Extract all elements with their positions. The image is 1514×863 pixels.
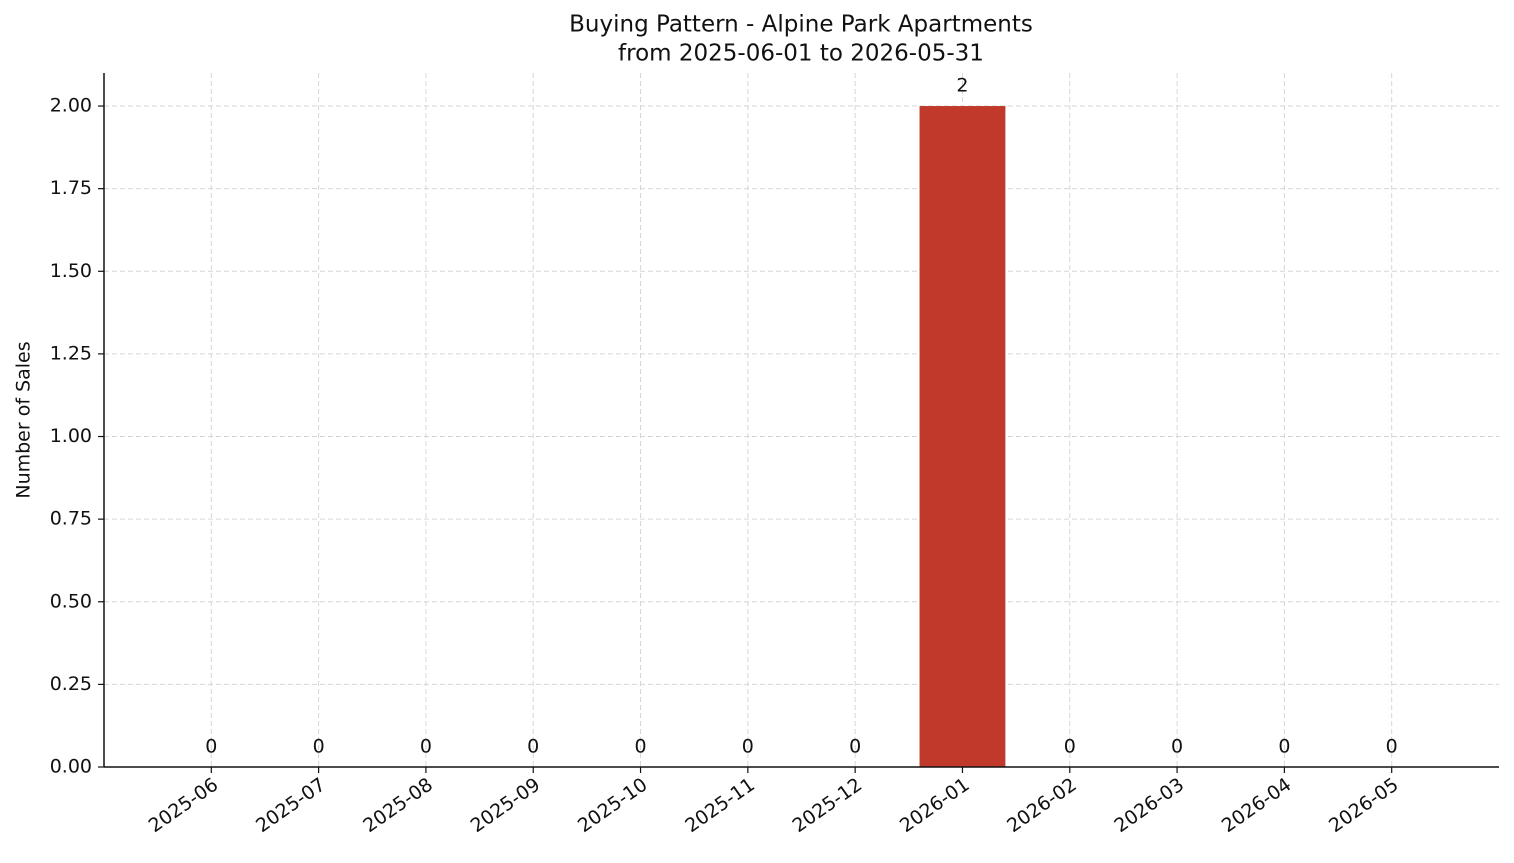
x-tick-label: 2025-07 bbox=[252, 774, 330, 838]
x-tick-label: 2026-01 bbox=[896, 774, 974, 838]
x-tick-label: 2025-11 bbox=[681, 774, 759, 838]
y-tick-label: 1.00 bbox=[50, 425, 92, 447]
data-label: 0 bbox=[849, 736, 861, 758]
data-label: 0 bbox=[527, 736, 539, 758]
data-label: 0 bbox=[205, 736, 217, 758]
data-label: 0 bbox=[1386, 736, 1398, 758]
data-label: 2 bbox=[956, 75, 968, 97]
y-tick-label: 1.75 bbox=[50, 177, 92, 199]
x-tick-label: 2026-04 bbox=[1218, 774, 1296, 838]
bar bbox=[919, 106, 1006, 768]
x-tick-label: 2026-03 bbox=[1110, 774, 1188, 838]
x-tick-label: 2025-09 bbox=[467, 774, 545, 838]
y-tick-label: 0.75 bbox=[50, 508, 92, 530]
data-label: 0 bbox=[634, 736, 646, 758]
data-label: 0 bbox=[1171, 736, 1183, 758]
x-tick-label: 2025-08 bbox=[359, 774, 437, 838]
y-axis-label: Number of Sales bbox=[13, 341, 35, 498]
data-label: 0 bbox=[742, 736, 754, 758]
x-tick-label: 2026-05 bbox=[1325, 774, 1403, 838]
data-label: 0 bbox=[313, 736, 325, 758]
data-label: 0 bbox=[420, 736, 432, 758]
x-tick-label: 2025-12 bbox=[789, 774, 867, 838]
data-label: 0 bbox=[1064, 736, 1076, 758]
y-tick-label: 0.50 bbox=[50, 590, 92, 612]
y-tick-label: 2.00 bbox=[50, 95, 92, 117]
y-tick-label: 1.25 bbox=[50, 342, 92, 364]
y-tick-label: 0.00 bbox=[50, 756, 92, 778]
y-tick-label: 1.50 bbox=[50, 260, 92, 282]
chart-title: Buying Pattern - Alpine Park Apartments bbox=[569, 12, 1033, 38]
x-tick-label: 2026-02 bbox=[1003, 774, 1081, 838]
x-tick-label: 2025-10 bbox=[574, 774, 652, 838]
y-tick-label: 0.25 bbox=[50, 673, 92, 695]
data-label: 0 bbox=[1278, 736, 1290, 758]
x-tick-label: 2025-06 bbox=[145, 774, 223, 838]
chart-subtitle: from 2025-06-01 to 2026-05-31 bbox=[618, 41, 984, 67]
